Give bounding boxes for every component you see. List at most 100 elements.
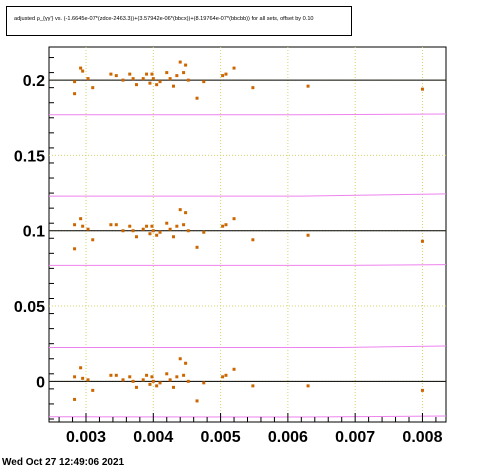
y-tick-label: 0.2: [23, 73, 45, 90]
data-point: [195, 96, 199, 100]
x-tick-label: 0.005: [201, 429, 241, 446]
data-point: [165, 71, 169, 75]
x-tick-label: 0.007: [335, 429, 375, 446]
data-point: [186, 379, 190, 383]
data-point: [184, 361, 188, 365]
data-point: [155, 233, 159, 237]
data-point: [251, 238, 255, 242]
data-point: [73, 80, 77, 84]
data-point: [131, 379, 135, 383]
data-point: [232, 217, 236, 221]
data-point: [178, 60, 182, 64]
data-point: [221, 74, 225, 78]
data-point: [168, 77, 172, 81]
data-point: [151, 379, 155, 383]
data-point: [232, 66, 236, 70]
data-point: [121, 78, 125, 82]
data-point: [232, 367, 236, 371]
band-line: [49, 345, 447, 348]
data-point: [171, 385, 175, 389]
data-point: [109, 72, 113, 76]
data-point: [86, 227, 90, 231]
data-point: [202, 381, 206, 385]
x-tick-label: 0.006: [268, 429, 308, 446]
data-point: [91, 86, 95, 90]
data-point: [182, 373, 186, 377]
data-point: [306, 84, 310, 88]
y-tick-label: 0.05: [14, 299, 45, 316]
data-point: [150, 375, 154, 379]
x-tick-label: 0.003: [66, 429, 106, 446]
y-tick-label: 0.15: [14, 148, 45, 165]
data-point: [178, 208, 182, 212]
data-point: [182, 223, 186, 227]
data-point: [182, 71, 186, 75]
data-point: [171, 84, 175, 88]
data-point: [158, 230, 162, 234]
data-point: [86, 77, 90, 81]
data-point: [168, 378, 172, 382]
data-point: [73, 375, 77, 379]
plot-frame: [48, 46, 447, 423]
data-point: [134, 385, 138, 389]
data-point: [202, 80, 206, 84]
y-tick-label: 0: [36, 374, 45, 391]
data-point: [186, 229, 190, 233]
data-point: [420, 239, 424, 243]
data-point: [420, 388, 424, 392]
chart-title-box: adjusted ρ_{γγ'} vs. (-1.6645e-07*(zdce-…: [6, 6, 352, 36]
data-point: [155, 83, 159, 87]
data-point: [184, 63, 188, 67]
data-point: [86, 378, 90, 382]
data-point: [158, 381, 162, 385]
data-point: [306, 233, 310, 237]
band-line: [48, 415, 447, 418]
data-point: [148, 81, 152, 85]
data-point: [151, 77, 155, 81]
data-point: [91, 238, 95, 242]
band-line: [49, 264, 447, 266]
data-point: [175, 74, 179, 78]
data-point: [306, 384, 310, 388]
data-point: [195, 399, 199, 403]
data-point: [91, 388, 95, 392]
data-point: [175, 375, 179, 379]
data-point: [221, 375, 225, 379]
data-point: [195, 245, 199, 249]
data-point: [128, 224, 132, 228]
data-point: [251, 384, 255, 388]
data-point: [131, 229, 135, 233]
data-point: [150, 224, 154, 228]
data-point: [145, 373, 149, 377]
data-point: [79, 217, 83, 221]
data-point: [150, 72, 154, 76]
data-point: [114, 74, 118, 78]
data-point: [81, 224, 85, 228]
data-point: [155, 384, 159, 388]
x-tick-label: 0.004: [133, 429, 173, 446]
x-tick-label: 0.008: [402, 429, 442, 446]
data-point: [79, 366, 83, 370]
data-point: [420, 87, 424, 91]
data-point: [165, 372, 169, 376]
data-point: [224, 72, 228, 76]
chart-title: adjusted ρ_{γγ'} vs. (-1.6645e-07*(zdce-…: [14, 16, 314, 22]
data-point: [168, 227, 172, 231]
data-point: [73, 92, 77, 96]
data-point: [145, 224, 149, 228]
data-point: [121, 378, 125, 382]
data-point: [224, 373, 228, 377]
band-line: [49, 193, 447, 197]
data-point: [148, 382, 152, 386]
data-point: [202, 230, 206, 234]
data-point: [148, 232, 152, 236]
y-tick-label: 0.1: [23, 224, 45, 241]
data-point: [114, 373, 118, 377]
data-point: [109, 373, 113, 377]
data-point: [79, 66, 83, 70]
data-point: [134, 83, 138, 87]
data-point: [73, 397, 77, 401]
data-point: [184, 211, 188, 215]
data-point: [224, 223, 228, 227]
